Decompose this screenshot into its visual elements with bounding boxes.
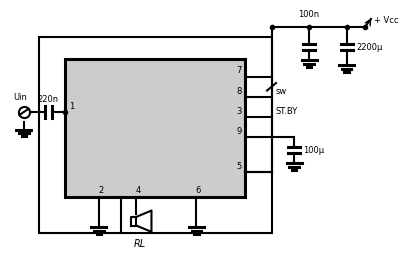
Text: 100μ: 100μ <box>304 146 324 155</box>
Text: 5: 5 <box>236 162 242 171</box>
Text: 9: 9 <box>236 127 242 136</box>
Text: 4: 4 <box>136 186 141 195</box>
Text: ST.BY: ST.BY <box>275 107 298 116</box>
Text: 8: 8 <box>236 87 242 96</box>
Text: 100n: 100n <box>298 10 320 19</box>
Text: + Vcc: + Vcc <box>374 16 398 25</box>
Text: 6: 6 <box>196 186 201 195</box>
Text: 2: 2 <box>98 186 104 195</box>
Text: sw: sw <box>275 87 286 96</box>
Text: RL: RL <box>134 239 146 249</box>
Text: Uin: Uin <box>13 93 27 102</box>
Text: 7: 7 <box>236 67 242 75</box>
Text: 2200μ: 2200μ <box>356 43 382 52</box>
Text: 1: 1 <box>69 102 74 111</box>
Bar <box>39 37 272 232</box>
Text: 220n: 220n <box>38 96 59 104</box>
Bar <box>65 59 245 197</box>
Text: 3: 3 <box>236 107 242 116</box>
